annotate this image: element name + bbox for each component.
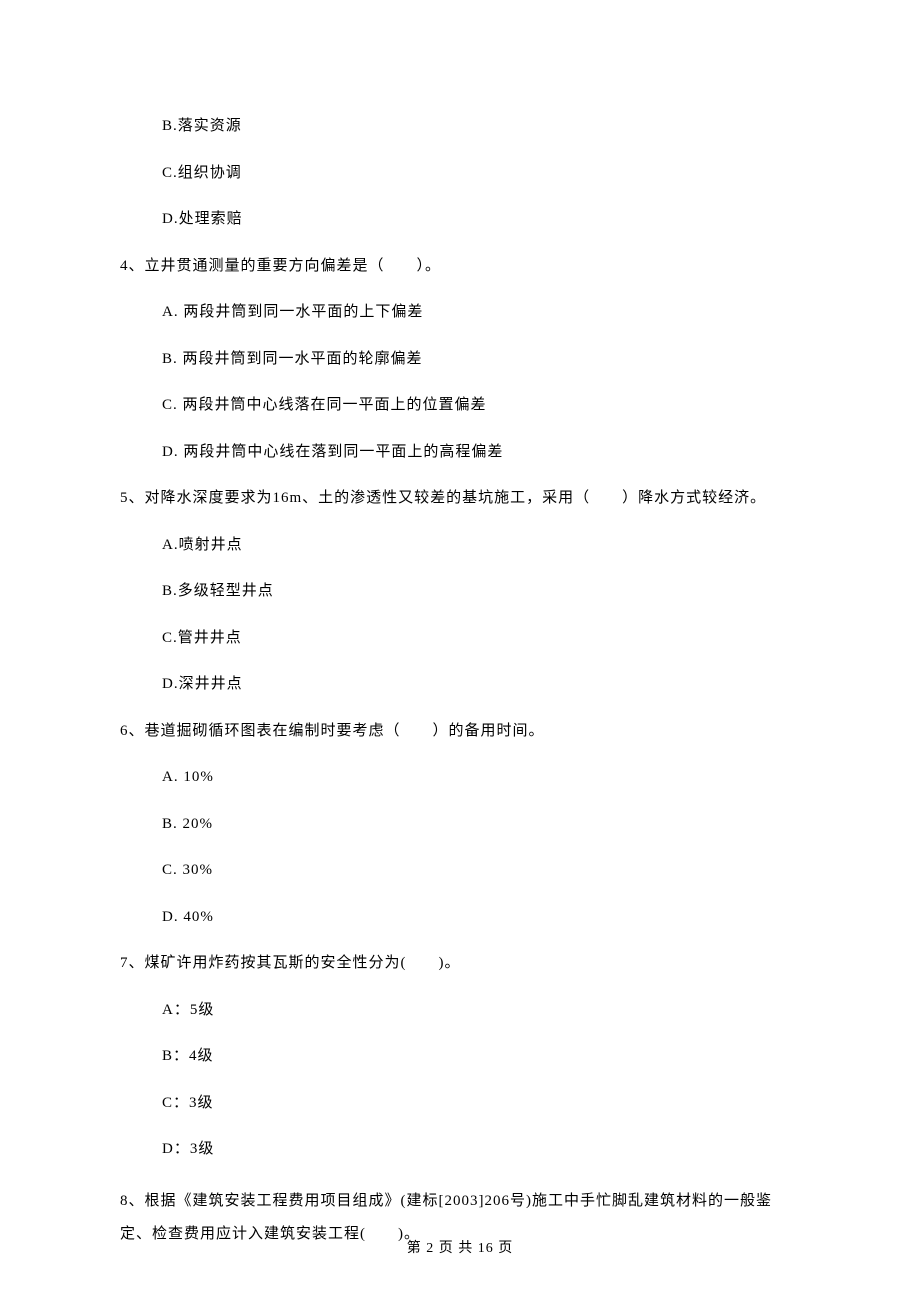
option-q4-b: B. 两段井筒到同一水平面的轮廓偏差	[162, 348, 800, 371]
option-q4-c: C. 两段井筒中心线落在同一平面上的位置偏差	[162, 394, 800, 417]
option-q3-d: D.处理索赔	[162, 208, 800, 231]
option-q5-c: C.管井井点	[162, 627, 800, 650]
page-content: B.落实资源 C.组织协调 D.处理索赔 4、立井贯通测量的重要方向偏差是（ ）…	[0, 0, 920, 1251]
option-q7-c: C：3级	[162, 1092, 800, 1115]
question-5: 5、对降水深度要求为16m、土的渗透性又较差的基坑施工，采用（ ）降水方式较经济…	[120, 487, 800, 510]
option-q3-b: B.落实资源	[162, 115, 800, 138]
question-4: 4、立井贯通测量的重要方向偏差是（ ）。	[120, 255, 800, 278]
option-q6-c: C. 30%	[162, 859, 800, 882]
option-q6-a: A. 10%	[162, 766, 800, 789]
option-q7-d: D：3级	[162, 1138, 800, 1161]
option-q5-a: A.喷射井点	[162, 534, 800, 557]
option-q5-d: D.深井井点	[162, 673, 800, 696]
question-7: 7、煤矿许用炸药按其瓦斯的安全性分为( )。	[120, 952, 800, 975]
option-q5-b: B.多级轻型井点	[162, 580, 800, 603]
option-q4-d: D. 两段井筒中心线在落到同一平面上的高程偏差	[162, 441, 800, 464]
option-q7-b: B：4级	[162, 1045, 800, 1068]
option-q3-c: C.组织协调	[162, 162, 800, 185]
option-q6-d: D. 40%	[162, 906, 800, 929]
option-q4-a: A. 两段井筒到同一水平面的上下偏差	[162, 301, 800, 324]
option-q6-b: B. 20%	[162, 813, 800, 836]
page-footer: 第 2 页 共 16 页	[0, 1237, 920, 1257]
option-q7-a: A：5级	[162, 999, 800, 1022]
question-6: 6、巷道掘砌循环图表在编制时要考虑（ ）的备用时间。	[120, 720, 800, 743]
